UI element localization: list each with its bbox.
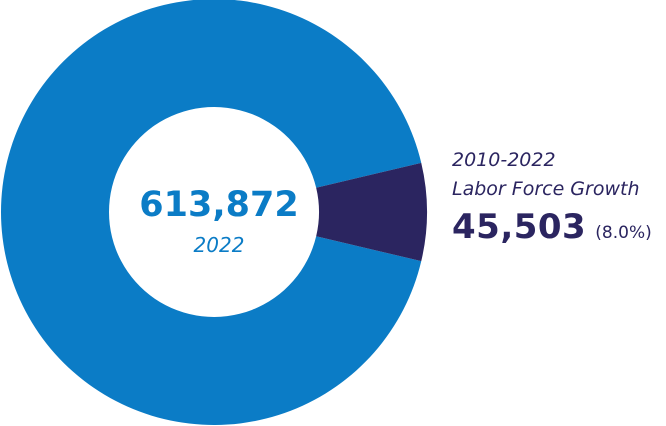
donut-slice-2010-base <box>1 0 422 425</box>
growth-value-row: 45,503 (8.0%) <box>452 207 666 247</box>
center-year-label: 2022 <box>194 233 245 257</box>
growth-value: 45,503 <box>452 207 587 247</box>
growth-percent: (8.0%) <box>595 223 652 243</box>
donut-slice-growth <box>316 162 427 262</box>
growth-caption-period: 2010-2022 <box>452 149 556 171</box>
donut-slices <box>1 0 427 425</box>
center-total-value: 613,872 <box>139 185 298 225</box>
growth-annotation: 2010-2022 Labor Force Growth 45,503 (8.0… <box>452 146 666 247</box>
growth-caption-title: Labor Force Growth <box>452 178 640 200</box>
